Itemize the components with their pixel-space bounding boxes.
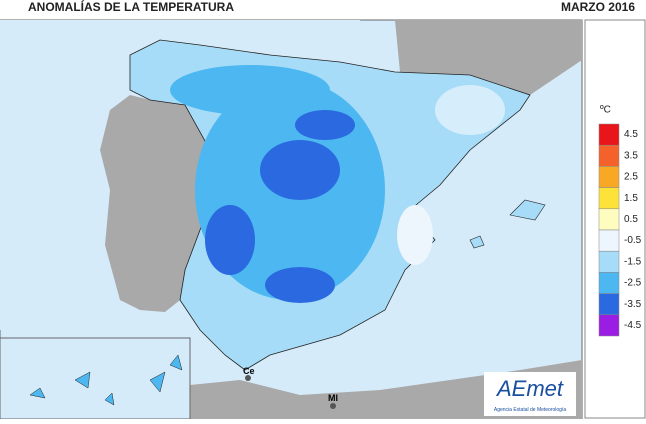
anomaly-area (435, 85, 505, 135)
anomaly-area (295, 110, 355, 140)
legend-swatch (598, 123, 620, 146)
portugal (100, 95, 215, 312)
anomaly-area (265, 267, 335, 303)
anomaly-area (397, 205, 433, 265)
legend-label: -3.5 (624, 299, 642, 310)
map: Ce Ml AEmet Agencia Estatal de Meteorolo… (0, 19, 583, 420)
legend-label: 2.5 (624, 172, 638, 183)
legend-label: -1.5 (624, 256, 642, 267)
balearics (469, 235, 485, 249)
legend-unit: ºC (600, 105, 611, 116)
logo-subtitle: Agencia Estatal de Meteorología (494, 407, 566, 413)
title: ANOMALÍAS DE LA TEMPERATURA (28, 0, 234, 14)
legend-swatch (598, 229, 620, 252)
melilla (330, 403, 336, 409)
logo-box (484, 372, 576, 416)
date: MARZO 2016 (561, 0, 635, 14)
anomaly-area (170, 65, 330, 115)
france (395, 20, 582, 95)
legend-swatch (598, 166, 620, 188)
balearics (509, 199, 546, 221)
legend-label: -2.5 (624, 278, 642, 289)
place-label: Ml (328, 393, 338, 403)
legend-label: 4.5 (624, 129, 638, 140)
legend-swatch (598, 250, 620, 273)
legend-swatch (598, 272, 620, 294)
legend-swatch (598, 293, 620, 316)
legend-swatch (598, 314, 620, 337)
sea-north (0, 20, 395, 72)
legend-label: 3.5 (624, 150, 638, 161)
legend-label: -0.5 (624, 235, 642, 246)
anomaly-area (205, 205, 255, 275)
ceuta (245, 375, 251, 381)
legend-label: -4.5 (624, 320, 642, 331)
legend-label: 1.5 (624, 193, 638, 204)
legend: 4.5 3.5 2.5 1.5 0.5 -0.5 -1.5 -2.5 -3.5 -4.5 (598, 123, 642, 337)
legend-swatch (598, 187, 620, 210)
africa (160, 360, 582, 419)
anomaly-area (260, 140, 340, 200)
logo: AEmet (495, 376, 564, 401)
place-label: Ce (243, 366, 255, 376)
canary-islands (29, 354, 183, 406)
legend-swatch (598, 208, 620, 231)
legend-label: 0.5 (624, 214, 638, 225)
legend-swatch (598, 144, 620, 167)
